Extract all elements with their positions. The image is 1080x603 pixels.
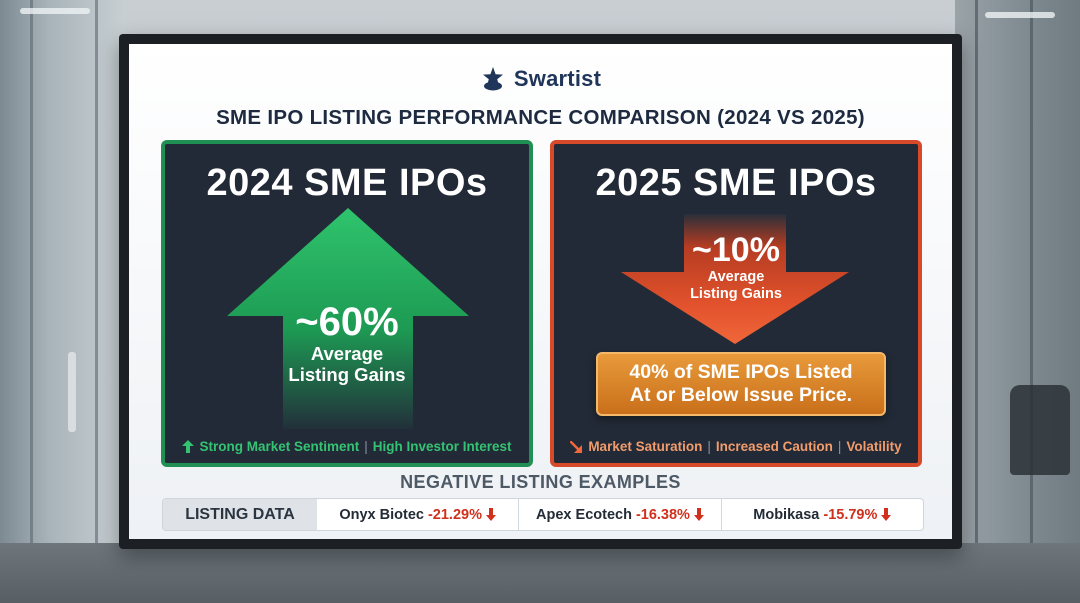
page-title: SME IPO LISTING PERFORMANCE COMPARISON (…	[216, 106, 865, 129]
ceiling-light	[20, 8, 90, 14]
glass-mullion	[975, 0, 978, 603]
example-name: Onyx Biotec	[339, 506, 424, 523]
example-change: -16.38%	[635, 506, 690, 523]
glass-mullion	[30, 0, 33, 603]
panel-2024: 2024 SME IPOs ~60% Average Listing Gains	[161, 140, 533, 467]
background-right-glass-wall	[955, 0, 1080, 603]
background-left-glass-wall	[0, 0, 125, 603]
tag-separator: |	[364, 439, 368, 454]
panel-title-2024: 2024 SME IPOs	[206, 162, 488, 204]
tag-separator: |	[837, 439, 842, 454]
brand-name: Swartist	[513, 66, 602, 91]
gain-label-line1-2024: Average	[310, 343, 384, 364]
listing-data-label: LISTING DATA	[163, 499, 317, 530]
up-arrow-icon	[227, 208, 469, 429]
listing-data-bar: LISTING DATA Onyx Biotec -21.29% Apex Ec…	[162, 498, 924, 531]
example-name: Apex Ecotech	[536, 506, 632, 523]
listing-example: Apex Ecotech -16.38%	[518, 499, 720, 530]
up-arrow-small-icon	[182, 440, 195, 453]
panel-2025: 2025 SME IPOs ~10% Average Listing Gains…	[550, 140, 922, 467]
callout-line2: At or Below Issue Price.	[629, 384, 853, 406]
display-monitor: Swartist SME IPO LISTING PERFORMANCE COM…	[119, 34, 962, 549]
down-right-arrow-icon	[570, 440, 583, 453]
ceiling-light	[985, 12, 1055, 18]
gain-label-line1-2025: Average	[707, 269, 765, 285]
star-cloud-icon	[482, 67, 503, 91]
sentiment-tags-2025: Market Saturation | Increased Caution | …	[554, 439, 918, 454]
glass-mullion	[95, 0, 98, 603]
tag-volatility: Volatility	[846, 439, 902, 454]
sentiment-tags-2024: Strong Market Sentiment | High Investor …	[165, 439, 529, 454]
down-arrow-small-icon	[485, 508, 496, 521]
tag-market-saturation: Market Saturation	[588, 439, 703, 454]
tag-separator: |	[707, 439, 711, 454]
example-name: Mobikasa	[753, 506, 820, 523]
tag-high-investor-interest: High Investor Interest	[372, 439, 512, 454]
below-issue-price-callout: 40% of SME IPOs Listed At or Below Issue…	[596, 352, 886, 416]
infographic-screen: Swartist SME IPO LISTING PERFORMANCE COM…	[129, 44, 952, 539]
negative-examples-title: NEGATIVE LISTING EXAMPLES	[400, 472, 681, 492]
gain-value-2025: ~10%	[692, 231, 780, 269]
office-chair	[1010, 385, 1070, 475]
gain-label-line2-2024: Listing Gains	[288, 364, 406, 385]
down-arrow-small-icon	[693, 508, 704, 521]
panel-title-2025: 2025 SME IPOs	[595, 162, 877, 204]
example-change: -21.29%	[427, 506, 482, 523]
floor	[0, 543, 1080, 603]
glass-mullion	[1030, 0, 1033, 603]
listing-example: Mobikasa -15.79%	[720, 499, 923, 530]
tag-strong-market-sentiment: Strong Market Sentiment	[199, 439, 360, 454]
gain-value-2024: ~60%	[295, 300, 399, 344]
example-change: -15.79%	[823, 506, 878, 523]
down-arrow-small-icon	[881, 508, 892, 521]
down-arrow-icon	[621, 214, 849, 344]
gain-label-line2-2025: Listing Gains	[690, 286, 782, 302]
brand-header: Swartist	[129, 66, 952, 92]
callout-line1: 40% of SME IPOs Listed	[629, 360, 853, 383]
door-handle	[68, 352, 76, 432]
tag-increased-caution: Increased Caution	[715, 439, 833, 454]
listing-example: Onyx Biotec -21.29%	[317, 499, 518, 530]
